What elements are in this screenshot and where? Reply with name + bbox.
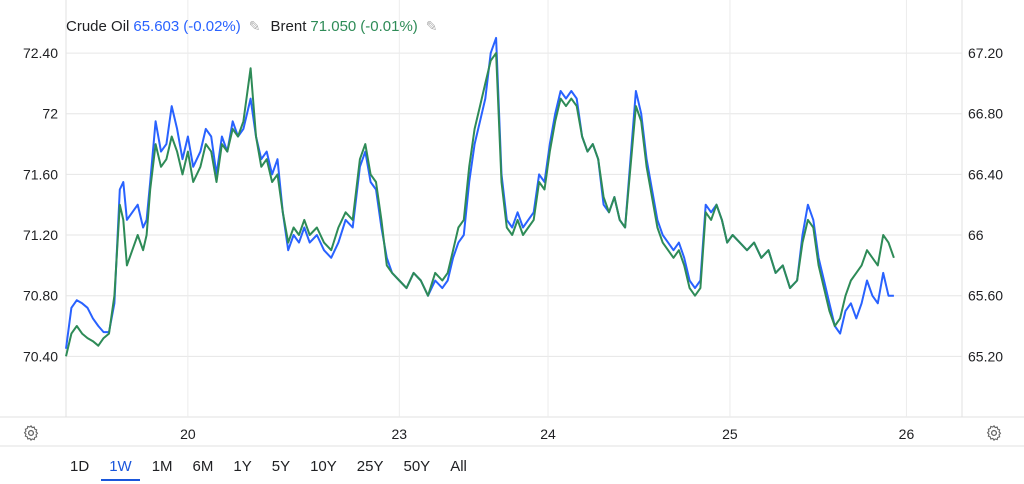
x-tick-label: 20 — [180, 426, 196, 442]
legend-brent-name: Brent — [270, 18, 307, 35]
right-tick-label: 65.20 — [968, 348, 1003, 364]
range-button-1d[interactable]: 1D — [70, 458, 90, 475]
right-tick-label: 66.40 — [968, 166, 1003, 182]
gear-icon[interactable] — [22, 424, 40, 442]
pencil-icon[interactable]: ✎ — [425, 18, 438, 34]
gear-icon[interactable] — [985, 424, 1003, 442]
right-tick-label: 65.60 — [968, 288, 1003, 304]
grid — [0, 0, 1024, 447]
right-tick-label: 66 — [968, 227, 984, 243]
series-lines — [65, 36, 895, 357]
right-tick-label: 67.20 — [968, 45, 1003, 61]
left-tick-label: 72 — [42, 106, 58, 122]
x-tick-label: 26 — [899, 426, 915, 442]
range-button-50y[interactable]: 50Y — [403, 458, 431, 475]
series-line-brent — [65, 52, 895, 357]
legend-brent-value: 71.050 — [310, 18, 357, 35]
right-tick-label: 66.80 — [968, 106, 1003, 122]
range-button-10y[interactable]: 10Y — [310, 458, 337, 475]
range-button-1w[interactable]: 1W — [101, 452, 140, 483]
x-tick-label: 23 — [392, 426, 408, 442]
legend-brent-change: (-0.01%) — [360, 18, 418, 35]
range-button-5y[interactable]: 5Y — [271, 458, 291, 475]
range-button-6m[interactable]: 6M — [192, 458, 214, 475]
left-tick-label: 71.20 — [23, 227, 58, 243]
legend-crude-name: Crude Oil — [66, 18, 130, 35]
range-selector: 1D 1W 1M 6M 1Y 5Y 10Y 25Y 50Y All — [62, 452, 479, 483]
legend-crude-value: 65.603 — [133, 18, 180, 35]
pencil-icon[interactable]: ✎ — [248, 18, 261, 34]
range-button-25y[interactable]: 25Y — [356, 458, 384, 475]
x-tick-label: 24 — [540, 426, 556, 442]
left-tick-label: 70.40 — [23, 348, 58, 364]
legend: Crude Oil 65.603 (-0.02%) ✎ Brent 71.050… — [66, 18, 448, 35]
left-tick-label: 71.60 — [23, 166, 58, 182]
range-button-1y[interactable]: 1Y — [233, 458, 252, 475]
range-button-1m[interactable]: 1M — [151, 458, 173, 475]
legend-crude-change: (-0.02%) — [183, 18, 241, 35]
left-tick-label: 70.80 — [23, 288, 58, 304]
left-tick-label: 72.40 — [23, 45, 58, 61]
axis-ticks: 70.40 70.80 71.20 71.60 72 72.40 65.20 65.60 66 6… — [23, 45, 1003, 442]
range-button-all[interactable]: All — [450, 458, 467, 475]
x-tick-label: 25 — [722, 426, 738, 442]
series-line-crude-oil — [65, 36, 894, 349]
